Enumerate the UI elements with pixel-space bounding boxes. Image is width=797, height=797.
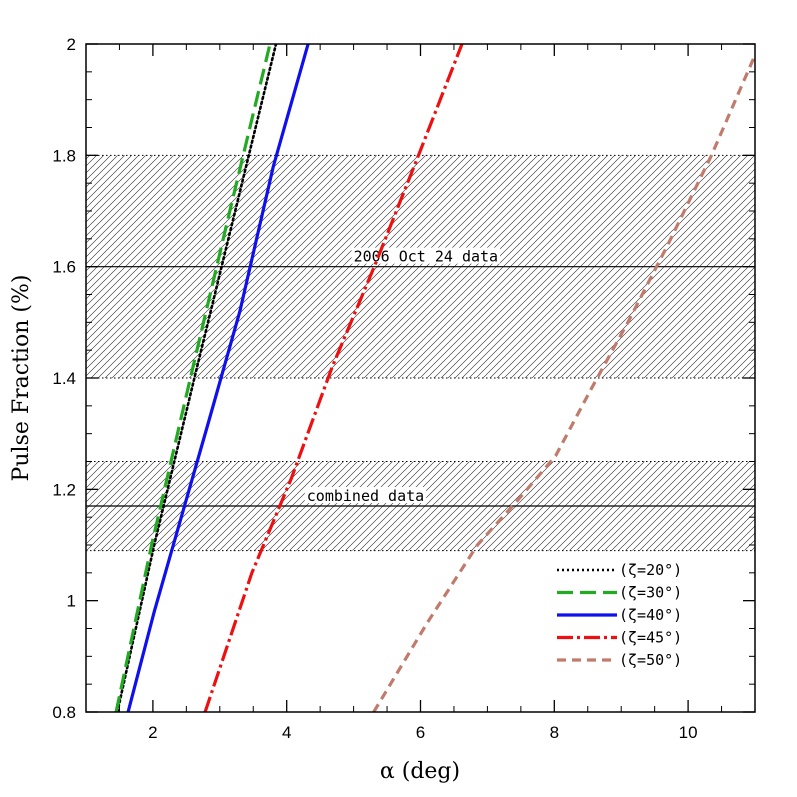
x-tick-label: 8	[550, 723, 559, 742]
x-tick-label: 2	[148, 723, 157, 742]
y-tick-label: 1.8	[52, 146, 76, 165]
legend-label: (ζ=40°)	[619, 606, 682, 624]
x-axis-label: α (deg)	[380, 759, 460, 784]
band-annotation: 2006 Oct 24 data	[354, 248, 499, 266]
y-tick-label: 0.8	[52, 703, 76, 722]
series-line	[203, 44, 464, 712]
y-tick-label: 1.2	[52, 480, 76, 499]
y-tick-label: 1	[67, 592, 76, 611]
series-lines	[114, 44, 755, 712]
annotation-backdrop	[304, 487, 427, 504]
legend-label: (ζ=50°)	[619, 651, 682, 669]
y-tick-label: 1.4	[52, 369, 76, 388]
legend-label: (ζ=30°)	[619, 584, 682, 602]
y-tick-label: 2	[67, 35, 76, 54]
y-tick-label: 1.6	[52, 258, 76, 277]
legend-label: (ζ=45°)	[619, 629, 682, 647]
series-line	[126, 44, 310, 712]
band-annotation: combined data	[307, 487, 424, 505]
series-line	[116, 44, 278, 712]
y-axis-label: Pulse Fraction (%)	[9, 275, 34, 482]
legend: (ζ=20°) (ζ=30°) (ζ=40°) (ζ=45°) (ζ=50°)	[557, 561, 682, 669]
x-tick-label: 4	[282, 723, 291, 742]
series-line	[372, 54, 755, 712]
axis-ticks: 2 4 6 8 10 0.8 1 1.2 1.4 1.6 1.8 2	[52, 35, 756, 742]
x-tick-label: 10	[679, 723, 698, 742]
annotation-backdrop	[351, 247, 501, 264]
shaded-bands: 2006 Oct 24 data combined data	[86, 154, 755, 552]
x-tick-label: 6	[416, 723, 425, 742]
legend-label: (ζ=20°)	[619, 561, 682, 579]
